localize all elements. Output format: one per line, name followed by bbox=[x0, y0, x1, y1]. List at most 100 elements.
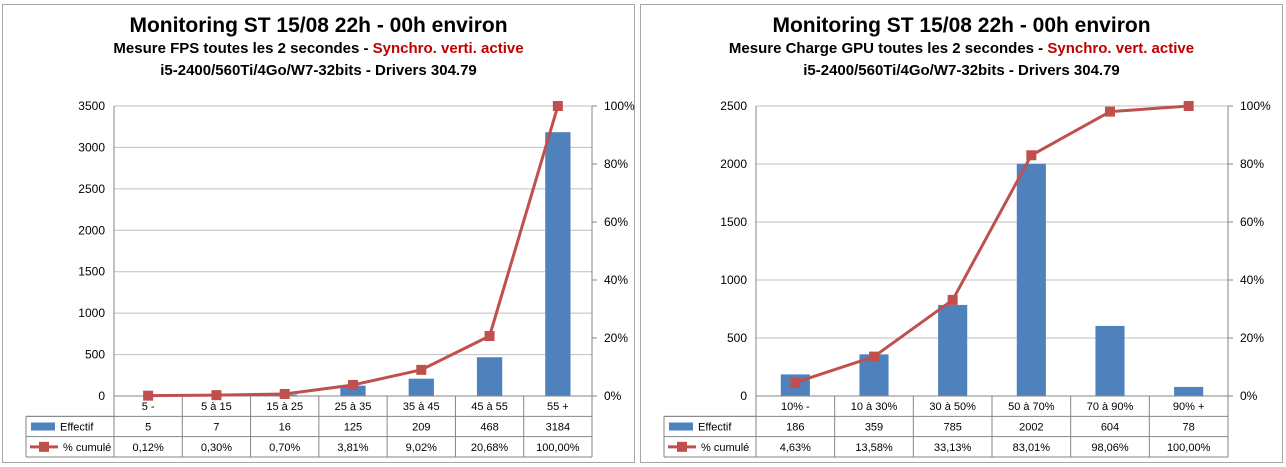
chart-titles: Monitoring ST 15/08 22h - 00h environ Me… bbox=[3, 13, 634, 82]
data-label-cumul: 9,02% bbox=[406, 442, 437, 454]
data-label-effectif: 3184 bbox=[546, 422, 570, 434]
series-line-cumul bbox=[794, 104, 1189, 384]
chart-panel-gpu: Monitoring ST 15/08 22h - 00h environ Me… bbox=[640, 4, 1283, 463]
data-label-cumul: 20,68% bbox=[471, 442, 509, 454]
gpu-chart-svg: 0 500 1000 1500 2000 2500 0% 20% 40% 60% 80% 100% 10… bbox=[663, 99, 1271, 458]
line-marker bbox=[947, 294, 958, 305]
data-label-effectif: 7 bbox=[213, 422, 219, 434]
x-tick-label: 25 à 35 bbox=[335, 401, 372, 413]
x-tick-label: 55 + bbox=[547, 401, 569, 413]
x-tick-label: 45 à 55 bbox=[471, 401, 508, 413]
data-label-effectif: 604 bbox=[1101, 422, 1119, 434]
bar-effectif bbox=[476, 357, 503, 396]
x-tick-label: 70 à 90% bbox=[1087, 401, 1134, 413]
bar-effectif bbox=[545, 132, 571, 396]
subtitle-prefix: Mesure Charge GPU toutes les 2 secondes … bbox=[728, 40, 1048, 57]
legend-key-bar bbox=[669, 422, 693, 431]
y-tick-label: 500 bbox=[727, 331, 747, 345]
data-label-cumul: 100,00% bbox=[1167, 442, 1211, 454]
legend-key-bar bbox=[31, 422, 55, 431]
line-marker bbox=[279, 388, 290, 399]
x-tick-label: 10% - bbox=[781, 401, 810, 413]
y2-tick-label: 100% bbox=[604, 99, 635, 113]
fps-chart-svg: 0 500 1000 1500 2000 2500 3000 3500 0% 20% 40% 60% 8… bbox=[25, 99, 635, 458]
data-label-cumul: 0,12% bbox=[133, 442, 164, 454]
bar-effectif bbox=[1174, 386, 1204, 396]
y2-tick-label: 40% bbox=[1240, 273, 1264, 287]
y-tick-label: 500 bbox=[85, 348, 105, 362]
x-tick-label: 35 à 45 bbox=[403, 401, 440, 413]
x-tick-label: 50 à 70% bbox=[1008, 401, 1055, 413]
y-tick-label: 3500 bbox=[78, 99, 105, 113]
bar-effectif bbox=[1016, 163, 1046, 396]
y-tick-label: 1500 bbox=[720, 215, 747, 229]
line-marker bbox=[869, 351, 879, 362]
data-label-effectif: 5 bbox=[145, 422, 151, 434]
line-marker bbox=[1183, 101, 1194, 111]
chart-title: Monitoring ST 15/08 22h - 00h environ bbox=[129, 14, 508, 37]
y2-tick-label: 20% bbox=[1240, 331, 1264, 345]
y-tick-label: 2000 bbox=[78, 223, 105, 237]
chart-subtitle: Mesure FPS toutes les 2 secondes - Synch… bbox=[3, 38, 634, 60]
data-label-cumul: 0,70% bbox=[269, 442, 300, 454]
subtitle-highlight: Synchro. vert. active bbox=[1047, 40, 1195, 57]
series-line-cumul bbox=[148, 105, 560, 398]
data-label-effectif: 468 bbox=[480, 422, 498, 434]
data-label-effectif: 125 bbox=[344, 422, 362, 434]
data-label-cumul: 13,58% bbox=[855, 442, 893, 454]
line-marker bbox=[1105, 106, 1115, 117]
y2-tick-label: 60% bbox=[1240, 215, 1264, 229]
x-tick-label: 30 à 50% bbox=[929, 401, 976, 413]
y-tick-label: 1500 bbox=[78, 265, 105, 279]
x-tick-label: 15 à 25 bbox=[266, 401, 303, 413]
x-tick-label: 90% + bbox=[1173, 401, 1205, 413]
chart-subtitle: Mesure Charge GPU toutes les 2 secondes … bbox=[641, 38, 1282, 60]
data-label-cumul: 100,00% bbox=[536, 442, 580, 454]
legend-key-marker bbox=[677, 441, 687, 452]
chart-subtitle-line2: i5-2400/560Ti/4Go/W7-32bits - Drivers 30… bbox=[803, 62, 1120, 79]
y-tick-label: 1000 bbox=[720, 273, 747, 287]
chart-subtitle-line2: i5-2400/560Ti/4Go/W7-32bits - Drivers 30… bbox=[160, 62, 477, 79]
y2-tick-label: 100% bbox=[1240, 99, 1271, 113]
y-tick-label: 1000 bbox=[78, 306, 105, 320]
legend-label-line: % cumulé bbox=[63, 442, 111, 454]
data-label-cumul: 98,06% bbox=[1091, 442, 1129, 454]
y2-tick-label: 0% bbox=[604, 389, 622, 403]
data-label-effectif: 78 bbox=[1183, 422, 1195, 434]
y-tick-label: 3000 bbox=[78, 140, 105, 154]
line-marker bbox=[484, 331, 495, 342]
y-tick-label: 2500 bbox=[78, 182, 105, 196]
y2-tick-label: 0% bbox=[1240, 389, 1258, 403]
x-tick-label: 5 - bbox=[142, 401, 155, 413]
bar-effectif bbox=[340, 385, 366, 396]
data-label-cumul: 4,63% bbox=[780, 442, 811, 454]
chart-panel-fps: Monitoring ST 15/08 22h - 00h environ Me… bbox=[2, 4, 635, 463]
legend-label-line: % cumulé bbox=[701, 442, 749, 454]
data-label-effectif: 359 bbox=[865, 422, 883, 434]
legend-label-bar: Effectif bbox=[698, 422, 732, 434]
y-tick-label: 0 bbox=[98, 389, 105, 403]
line-marker bbox=[552, 101, 563, 111]
y2-tick-label: 80% bbox=[1240, 157, 1264, 171]
data-label-effectif: 785 bbox=[943, 422, 961, 434]
data-label-effectif: 2002 bbox=[1019, 422, 1043, 434]
y-tick-label: 0 bbox=[740, 389, 747, 403]
line-marker bbox=[416, 364, 427, 375]
bar-effectif bbox=[1095, 325, 1125, 396]
line-marker bbox=[211, 390, 222, 401]
subtitle-highlight: Synchro. verti. active bbox=[372, 40, 524, 57]
line-marker bbox=[348, 379, 358, 390]
x-tick-label: 10 à 30% bbox=[851, 401, 898, 413]
x-tick-label: 5 à 15 bbox=[201, 401, 232, 413]
data-label-cumul: 33,13% bbox=[934, 442, 972, 454]
line-marker bbox=[1026, 150, 1037, 161]
chart-title: Monitoring ST 15/08 22h - 00h environ bbox=[772, 14, 1151, 37]
data-label-cumul: 0,30% bbox=[201, 442, 232, 454]
line-marker bbox=[790, 377, 801, 388]
data-label-cumul: 3,81% bbox=[337, 442, 368, 454]
y2-tick-label: 60% bbox=[604, 215, 628, 229]
bar-effectif bbox=[408, 378, 434, 396]
legend-label-bar: Effectif bbox=[60, 422, 94, 434]
data-label-cumul: 83,01% bbox=[1013, 442, 1051, 454]
legend-key-marker bbox=[39, 441, 49, 452]
